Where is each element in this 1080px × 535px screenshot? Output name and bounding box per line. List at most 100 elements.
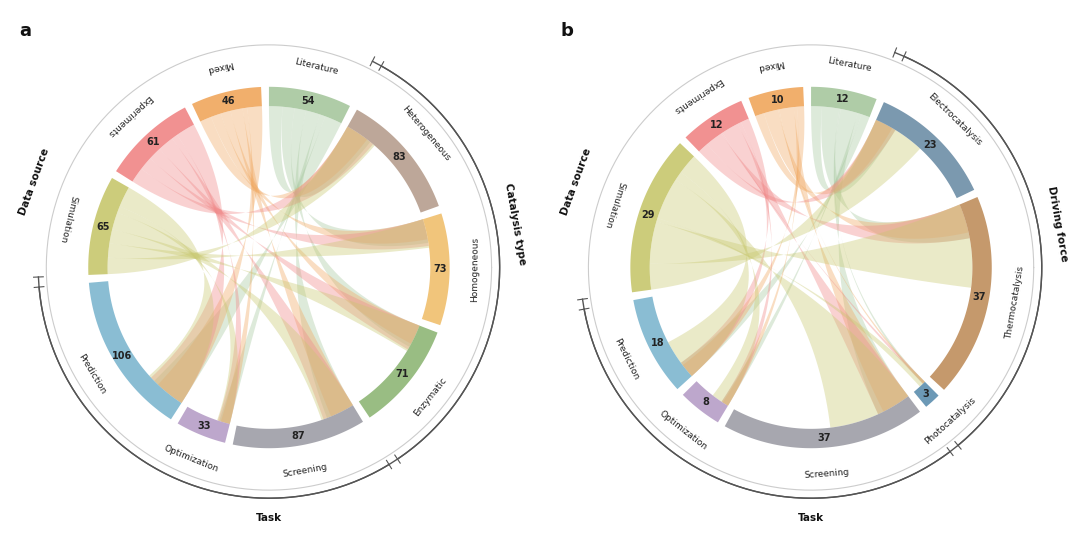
Polygon shape: [89, 178, 129, 275]
Polygon shape: [108, 127, 375, 274]
Text: Literature: Literature: [826, 56, 872, 73]
Text: Literature: Literature: [294, 57, 339, 76]
Text: 8: 8: [702, 397, 708, 407]
Polygon shape: [914, 382, 939, 407]
Text: 29: 29: [642, 210, 654, 220]
Polygon shape: [154, 116, 341, 403]
Polygon shape: [220, 111, 419, 344]
Text: Prediction: Prediction: [612, 337, 640, 381]
Polygon shape: [680, 114, 869, 376]
Polygon shape: [631, 143, 694, 292]
Text: 71: 71: [395, 369, 409, 379]
Polygon shape: [755, 113, 892, 194]
Text: Data source: Data source: [559, 147, 593, 217]
Text: Photocatalysis: Photocatalysis: [922, 395, 977, 446]
Text: 12: 12: [711, 120, 724, 129]
Polygon shape: [811, 87, 877, 117]
Text: Simulation: Simulation: [603, 180, 626, 229]
Polygon shape: [683, 106, 805, 376]
Text: 23: 23: [923, 140, 937, 150]
Polygon shape: [109, 230, 419, 351]
Text: 37: 37: [818, 433, 831, 443]
Text: 10: 10: [771, 95, 784, 105]
Polygon shape: [108, 219, 429, 259]
Polygon shape: [811, 106, 895, 193]
Polygon shape: [680, 119, 769, 376]
Text: Task: Task: [256, 513, 282, 523]
Polygon shape: [120, 188, 214, 403]
Text: Homogeneous: Homogeneous: [471, 237, 481, 302]
Text: Screening: Screening: [804, 467, 849, 479]
Polygon shape: [834, 109, 924, 384]
Text: Mixed: Mixed: [756, 58, 784, 72]
Polygon shape: [158, 106, 262, 403]
Polygon shape: [89, 281, 181, 419]
Text: Thermocatalysis: Thermocatalysis: [1003, 265, 1025, 340]
Polygon shape: [133, 127, 373, 214]
Text: b: b: [561, 22, 573, 40]
Polygon shape: [707, 134, 970, 243]
Text: 3: 3: [922, 389, 930, 399]
Polygon shape: [821, 106, 970, 243]
Polygon shape: [211, 113, 428, 243]
Text: Screening: Screening: [281, 463, 327, 479]
Text: Experiments: Experiments: [105, 93, 152, 139]
Polygon shape: [834, 109, 908, 414]
Polygon shape: [112, 213, 353, 420]
Polygon shape: [118, 207, 238, 424]
Polygon shape: [269, 87, 350, 123]
Text: Prediction: Prediction: [77, 352, 107, 395]
Text: Heterogeneous: Heterogeneous: [401, 104, 453, 163]
Polygon shape: [764, 110, 969, 239]
Polygon shape: [633, 296, 691, 389]
Polygon shape: [683, 381, 728, 422]
Text: 83: 83: [392, 152, 406, 162]
Text: Electrocatalysis: Electrocatalysis: [927, 91, 984, 147]
Polygon shape: [141, 158, 429, 249]
Text: 65: 65: [96, 222, 109, 232]
Polygon shape: [930, 197, 991, 390]
Polygon shape: [230, 109, 353, 416]
Polygon shape: [725, 396, 920, 448]
Polygon shape: [348, 110, 438, 212]
Polygon shape: [220, 108, 254, 424]
Polygon shape: [721, 133, 924, 384]
Polygon shape: [151, 125, 225, 403]
Text: 87: 87: [292, 431, 306, 441]
Text: 106: 106: [112, 350, 133, 361]
Polygon shape: [178, 407, 230, 443]
Polygon shape: [160, 139, 353, 419]
Text: Optimization: Optimization: [162, 444, 219, 474]
Polygon shape: [650, 120, 920, 289]
Polygon shape: [723, 124, 908, 414]
Polygon shape: [657, 218, 924, 387]
Text: Optimization: Optimization: [658, 409, 710, 452]
Polygon shape: [876, 102, 974, 198]
Polygon shape: [748, 87, 804, 116]
Polygon shape: [291, 108, 419, 347]
Polygon shape: [269, 106, 370, 197]
Polygon shape: [780, 107, 908, 412]
Text: 12: 12: [836, 94, 849, 104]
Polygon shape: [192, 87, 262, 121]
Polygon shape: [686, 101, 748, 151]
Polygon shape: [359, 326, 437, 417]
Polygon shape: [282, 107, 429, 246]
Text: 37: 37: [973, 292, 986, 302]
Text: 46: 46: [221, 96, 234, 106]
Polygon shape: [422, 213, 449, 325]
Text: Mixed: Mixed: [205, 59, 233, 74]
Text: 73: 73: [433, 264, 447, 274]
Polygon shape: [676, 172, 759, 406]
Polygon shape: [778, 109, 924, 384]
Text: Data source: Data source: [17, 147, 51, 217]
Polygon shape: [232, 406, 363, 448]
Text: Experiments: Experiments: [671, 75, 724, 114]
Polygon shape: [116, 108, 194, 181]
Polygon shape: [699, 120, 895, 203]
Polygon shape: [669, 156, 748, 376]
Text: 61: 61: [146, 137, 160, 147]
Polygon shape: [295, 111, 353, 418]
Text: Enzymatic: Enzymatic: [413, 375, 448, 418]
Polygon shape: [172, 135, 241, 424]
